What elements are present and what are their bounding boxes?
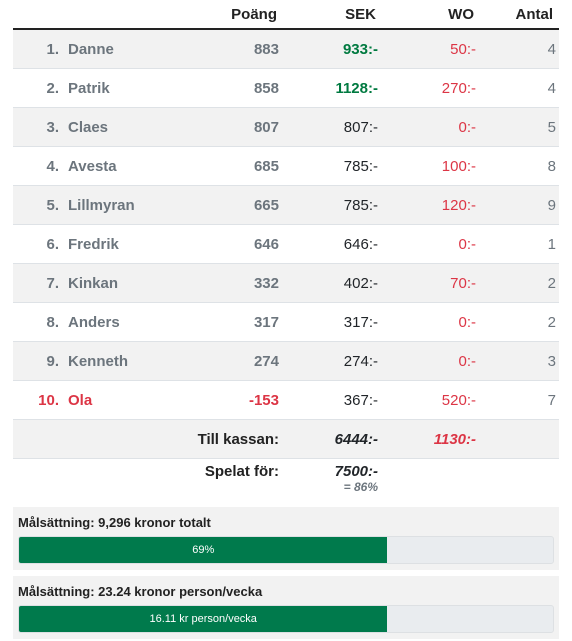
kassan-sek: 6444:- bbox=[283, 419, 382, 459]
goal-total: Målsättning: 9,296 kronor totalt 69% bbox=[13, 507, 559, 570]
row-points: 858 bbox=[189, 68, 283, 108]
row-pos: 4. bbox=[13, 146, 64, 186]
row-pos: 3. bbox=[13, 107, 64, 147]
row-count: 4 bbox=[480, 68, 559, 108]
played-empty-wo bbox=[382, 458, 480, 505]
row-count: 1 bbox=[480, 224, 559, 264]
row-wo: 520:- bbox=[382, 380, 480, 420]
row-pos: 1. bbox=[13, 28, 64, 69]
played-cell: 7500:- = 86% bbox=[283, 458, 382, 505]
row-wo: 0:- bbox=[382, 107, 480, 147]
played-row: Spelat för: 7500:- = 86% bbox=[13, 458, 559, 505]
row-sek: 933:- bbox=[283, 28, 382, 69]
row-pos: 7. bbox=[13, 263, 64, 303]
row-wo: 70:- bbox=[382, 263, 480, 303]
row-points: 665 bbox=[189, 185, 283, 225]
row-points: 883 bbox=[189, 28, 283, 69]
table-row: 8. Anders 317 317:- 0:- 2 bbox=[13, 302, 559, 342]
table-row: 9. Kenneth 274 274:- 0:- 3 bbox=[13, 341, 559, 381]
goal-weekly-title: Målsättning: 23.24 kronor person/vecka bbox=[18, 584, 263, 599]
table-row: 3. Claes 807 807:- 0:- 5 bbox=[13, 107, 559, 147]
table-row: 10. Ola -153 367:- 520:- 7 bbox=[13, 380, 559, 420]
row-count: 3 bbox=[480, 341, 559, 381]
header-wo[interactable]: WO bbox=[382, 0, 480, 30]
row-points: 274 bbox=[189, 341, 283, 381]
played-sek: 7500:- bbox=[334, 463, 378, 480]
row-wo: 100:- bbox=[382, 146, 480, 186]
played-label: Spelat för: bbox=[13, 458, 283, 505]
row-count: 8 bbox=[480, 146, 559, 186]
row-points: -153 bbox=[189, 380, 283, 420]
table-row: 6. Fredrik 646 646:- 0:- 1 bbox=[13, 224, 559, 264]
header-row: Poäng SEK WO Antal bbox=[13, 0, 559, 30]
row-pos: 5. bbox=[13, 185, 64, 225]
header-pos bbox=[13, 0, 64, 30]
row-name[interactable]: Patrik bbox=[64, 68, 189, 108]
row-sek: 317:- bbox=[283, 302, 382, 342]
table-row: 5. Lillmyran 665 785:- 120:- 9 bbox=[13, 185, 559, 225]
row-points: 317 bbox=[189, 302, 283, 342]
row-count: 4 bbox=[480, 28, 559, 69]
goal-total-title: Målsättning: 9,296 kronor totalt bbox=[18, 515, 211, 530]
row-name[interactable]: Kenneth bbox=[64, 341, 189, 381]
row-wo: 0:- bbox=[382, 224, 480, 264]
row-name[interactable]: Kinkan bbox=[64, 263, 189, 303]
table-row: 7. Kinkan 332 402:- 70:- 2 bbox=[13, 263, 559, 303]
goal-weekly: Målsättning: 23.24 kronor person/vecka 1… bbox=[13, 576, 559, 639]
row-wo: 270:- bbox=[382, 68, 480, 108]
table-row: 4. Avesta 685 785:- 100:- 8 bbox=[13, 146, 559, 186]
played-empty-count bbox=[480, 458, 559, 505]
row-pos: 9. bbox=[13, 341, 64, 381]
row-name[interactable]: Fredrik bbox=[64, 224, 189, 264]
row-name[interactable]: Avesta bbox=[64, 146, 189, 186]
header-points[interactable]: Poäng bbox=[189, 0, 283, 30]
row-wo: 0:- bbox=[382, 302, 480, 342]
row-wo: 0:- bbox=[382, 341, 480, 381]
row-points: 807 bbox=[189, 107, 283, 147]
row-count: 9 bbox=[480, 185, 559, 225]
row-name[interactable]: Danne bbox=[64, 28, 189, 69]
goal-total-progress-bar: 69% bbox=[18, 536, 554, 564]
row-count: 2 bbox=[480, 263, 559, 303]
row-wo: 120:- bbox=[382, 185, 480, 225]
table-row: 2. Patrik 858 1128:- 270:- 4 bbox=[13, 68, 559, 108]
goal-weekly-progress-fill: 16.11 kr person/vecka bbox=[19, 606, 388, 632]
row-sek: 646:- bbox=[283, 224, 382, 264]
row-name[interactable]: Ola bbox=[64, 380, 189, 420]
row-sek: 1128:- bbox=[283, 68, 382, 108]
row-pos: 6. bbox=[13, 224, 64, 264]
row-sek: 402:- bbox=[283, 263, 382, 303]
row-sek: 367:- bbox=[283, 380, 382, 420]
row-sek: 807:- bbox=[283, 107, 382, 147]
goal-total-progress-fill: 69% bbox=[19, 537, 388, 563]
header-sek[interactable]: SEK bbox=[283, 0, 382, 30]
table-row: 1. Danne 883 933:- 50:- 4 bbox=[13, 28, 559, 69]
row-sek: 274:- bbox=[283, 341, 382, 381]
row-count: 7 bbox=[480, 380, 559, 420]
row-points: 646 bbox=[189, 224, 283, 264]
row-count: 2 bbox=[480, 302, 559, 342]
kassan-wo: 1130:- bbox=[382, 419, 480, 459]
row-sek: 785:- bbox=[283, 146, 382, 186]
kassan-label: Till kassan: bbox=[13, 419, 283, 459]
row-count: 5 bbox=[480, 107, 559, 147]
kassan-row: Till kassan: 6444:- 1130:- bbox=[13, 419, 559, 459]
row-sek: 785:- bbox=[283, 185, 382, 225]
row-name[interactable]: Lillmyran bbox=[64, 185, 189, 225]
header-name bbox=[64, 0, 189, 30]
row-name[interactable]: Claes bbox=[64, 107, 189, 147]
leaderboard-table: Poäng SEK WO Antal 1. Danne 883 933:- 50:- 4 2… bbox=[13, 0, 559, 505]
kassan-empty bbox=[480, 419, 559, 459]
row-wo: 50:- bbox=[382, 28, 480, 69]
row-points: 685 bbox=[189, 146, 283, 186]
row-pos: 2. bbox=[13, 68, 64, 108]
goal-weekly-progress-bar: 16.11 kr person/vecka bbox=[18, 605, 554, 633]
row-pos: 8. bbox=[13, 302, 64, 342]
row-name[interactable]: Anders bbox=[64, 302, 189, 342]
row-pos: 10. bbox=[13, 380, 64, 420]
played-pct: = 86% bbox=[343, 480, 378, 494]
row-points: 332 bbox=[189, 263, 283, 303]
header-count[interactable]: Antal bbox=[480, 0, 559, 30]
